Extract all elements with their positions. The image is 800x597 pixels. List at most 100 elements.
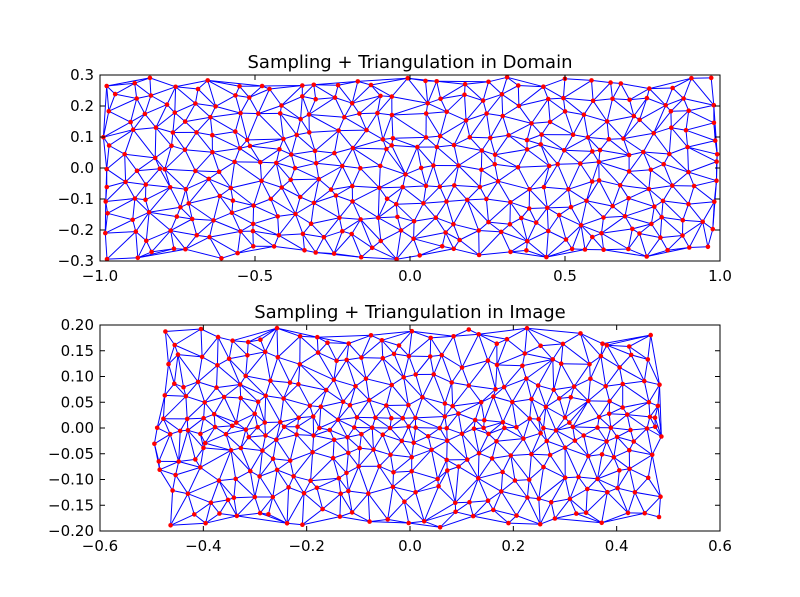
mesh-edge bbox=[572, 426, 585, 436]
mesh-edge bbox=[209, 236, 222, 259]
sample-point bbox=[330, 455, 336, 461]
mesh-edge bbox=[196, 116, 211, 133]
sample-point bbox=[543, 404, 549, 410]
sample-point bbox=[277, 147, 282, 152]
sample-point bbox=[181, 384, 186, 390]
mesh-edge bbox=[589, 355, 602, 380]
mesh-edge bbox=[682, 219, 703, 223]
mesh-edge bbox=[580, 333, 602, 357]
mesh-edge bbox=[213, 195, 221, 221]
sample-point bbox=[476, 228, 482, 233]
sample-point bbox=[268, 378, 273, 384]
mesh-edge bbox=[552, 359, 555, 390]
mesh-edge bbox=[545, 230, 549, 258]
mesh-edge bbox=[446, 440, 448, 460]
mesh-edge bbox=[651, 436, 662, 456]
mesh-edge bbox=[134, 198, 150, 213]
mesh-edge bbox=[492, 509, 509, 524]
mesh-edge bbox=[259, 458, 274, 477]
mesh-edge bbox=[569, 488, 588, 500]
mesh-edge bbox=[297, 364, 301, 385]
mesh-edge bbox=[597, 427, 608, 442]
mesh-edge bbox=[665, 87, 674, 106]
sample-point bbox=[626, 344, 632, 349]
y-tick-label: −0.1 bbox=[58, 190, 94, 208]
mesh-edge bbox=[481, 150, 496, 156]
mesh-edge bbox=[210, 480, 220, 503]
mesh-edge bbox=[488, 421, 504, 435]
mesh-edge bbox=[586, 200, 604, 218]
mesh-edge bbox=[170, 522, 206, 526]
mesh-edge bbox=[407, 404, 416, 419]
mesh-edge bbox=[597, 454, 603, 479]
mesh-edge bbox=[424, 511, 456, 522]
sample-point bbox=[421, 519, 427, 524]
mesh-edge bbox=[169, 187, 181, 208]
mesh-edge bbox=[337, 401, 344, 420]
mesh-edge bbox=[207, 79, 263, 87]
mesh-edge bbox=[360, 219, 382, 242]
mesh-edge bbox=[624, 215, 652, 225]
mesh-edge bbox=[299, 178, 320, 198]
sample-point bbox=[714, 159, 719, 164]
sample-point bbox=[423, 78, 428, 84]
sample-point bbox=[477, 184, 483, 190]
mesh-edge bbox=[218, 478, 236, 482]
sample-point bbox=[257, 474, 262, 479]
sample-point bbox=[631, 113, 637, 119]
mesh-edge bbox=[308, 98, 317, 115]
sample-point bbox=[391, 351, 397, 357]
sample-point bbox=[243, 427, 249, 432]
mesh-edge bbox=[425, 185, 440, 188]
sample-point bbox=[364, 127, 369, 133]
mesh-edge bbox=[445, 232, 460, 241]
mesh-edge bbox=[339, 493, 342, 517]
sample-point bbox=[250, 228, 256, 234]
mesh-edge bbox=[395, 186, 404, 205]
mesh-edge bbox=[411, 330, 454, 337]
mesh-edge bbox=[688, 110, 715, 124]
sample-point bbox=[359, 431, 364, 437]
mesh-edge bbox=[392, 486, 405, 503]
mesh-edge bbox=[444, 413, 459, 417]
mesh-edge bbox=[688, 161, 717, 173]
mesh-edge bbox=[199, 447, 204, 468]
mesh-edge bbox=[564, 111, 574, 135]
mesh-edge bbox=[261, 180, 272, 200]
mesh-edge bbox=[606, 344, 632, 356]
mesh-edge bbox=[629, 468, 636, 493]
sample-point bbox=[193, 168, 198, 174]
mesh-edge bbox=[563, 97, 594, 102]
mesh-edge bbox=[237, 231, 241, 254]
sample-point bbox=[450, 403, 456, 409]
mesh-edge bbox=[567, 163, 581, 190]
mesh-edge bbox=[341, 165, 353, 187]
mesh-edge bbox=[240, 97, 250, 114]
mesh-edge bbox=[332, 457, 340, 479]
mesh-edge bbox=[204, 396, 225, 403]
mesh-edge bbox=[391, 384, 409, 406]
mesh-edge bbox=[204, 402, 215, 415]
mesh-edge bbox=[685, 110, 690, 131]
mesh-edge bbox=[297, 383, 311, 407]
mesh-edge bbox=[281, 105, 301, 120]
mesh-edge bbox=[358, 466, 369, 494]
mesh-edge bbox=[403, 501, 410, 524]
sample-point bbox=[284, 521, 290, 526]
sample-point bbox=[599, 230, 604, 236]
mesh-edge bbox=[296, 118, 302, 136]
mesh-edge bbox=[502, 455, 512, 473]
sample-point bbox=[714, 178, 719, 183]
sample-point bbox=[385, 517, 391, 522]
sample-point bbox=[413, 490, 418, 495]
sample-point bbox=[212, 424, 218, 430]
sample-point bbox=[519, 215, 524, 221]
mesh-edge bbox=[239, 384, 259, 403]
mesh-edge bbox=[538, 498, 541, 525]
mesh-edge bbox=[396, 238, 414, 260]
mesh-edge bbox=[259, 496, 274, 514]
mesh-edge bbox=[352, 187, 380, 202]
mesh-edge bbox=[643, 151, 664, 165]
mesh-edge bbox=[386, 148, 406, 175]
mesh-edge bbox=[274, 245, 305, 251]
